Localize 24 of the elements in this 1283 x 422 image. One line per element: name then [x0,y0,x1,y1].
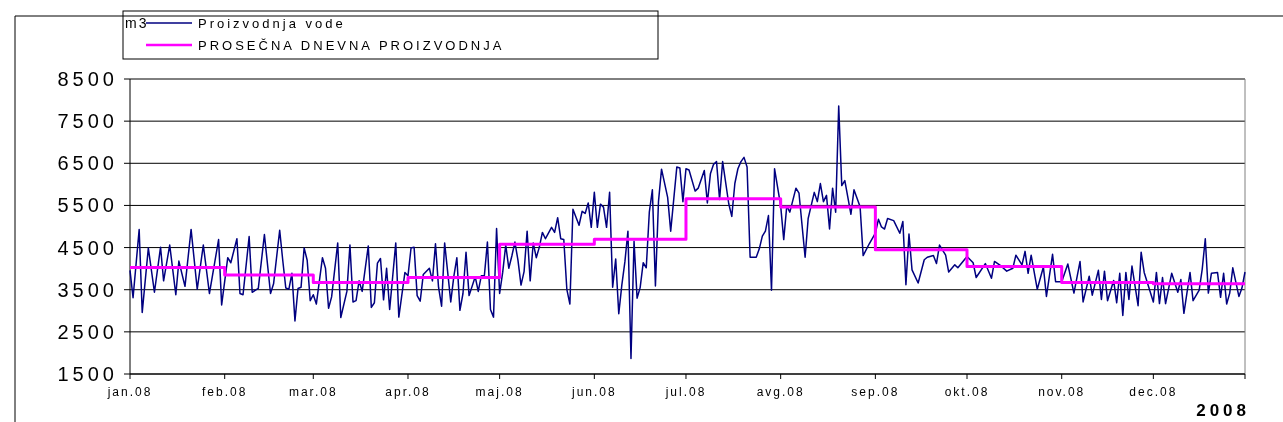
y-axis-title: m3 [125,15,149,31]
legend-label: Proizvodnja vode [198,15,346,31]
y-tick-label: 1500 [57,363,118,385]
x-tick-label: nov.08 [1038,385,1086,399]
x-tick-label: avg.08 [756,385,805,399]
y-tick-label: 6500 [57,152,118,175]
y-tick-label: 7500 [57,110,118,133]
x-tick-label: apr.08 [385,385,431,399]
x-tick-label: jun.08 [570,385,617,399]
x-tick-label: jan.08 [106,385,153,399]
y-tick-label: 3500 [57,278,118,301]
x-tick-label: dec.08 [1129,385,1178,399]
x-tick-label: feb.08 [202,385,248,399]
x-tick-label: mar.08 [288,385,338,399]
x-tick-label: jul.08 [664,385,707,399]
x-axis-title: 2008 [1196,401,1250,420]
legend-label: PROSEČNA DNEVNA PROIZVODNJA [198,37,505,53]
x-tick-label: sep.08 [851,385,900,399]
y-tick-label: 8500 [57,68,118,90]
y-tick-label: 2500 [57,320,118,343]
y-tick-label: 5500 [57,194,118,217]
y-tick-label: 4500 [57,236,118,259]
x-tick-label: maj.08 [475,385,524,399]
x-tick-label: okt.08 [944,385,990,399]
